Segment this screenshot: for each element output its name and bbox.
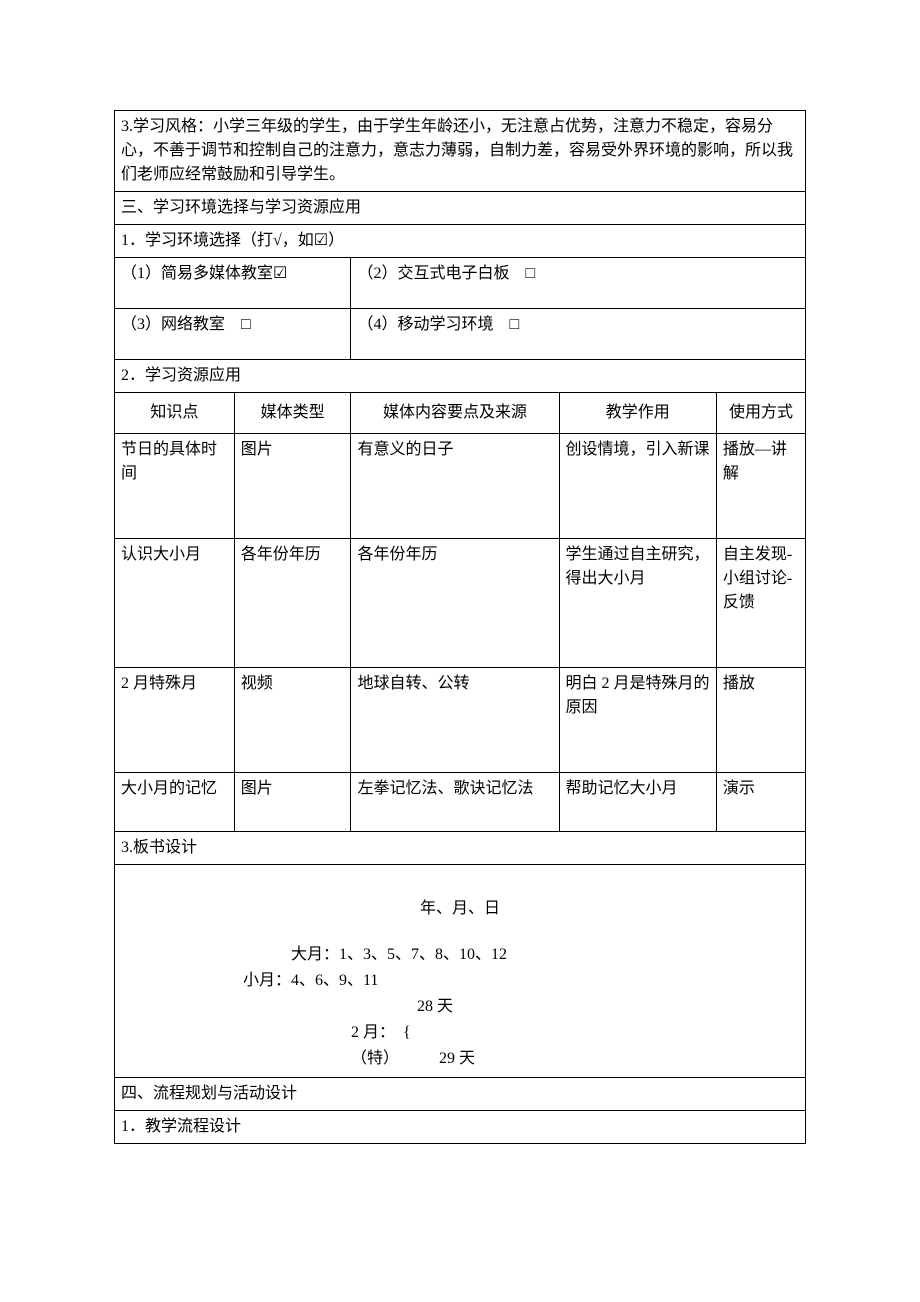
env-heading-row: 1．学习环境选择（打√，如☑） — [115, 225, 806, 258]
resource-cell: 播放—讲解 — [716, 434, 805, 539]
resource-cell: 图片 — [234, 773, 351, 832]
board-title: 年、月、日 — [121, 897, 799, 921]
resource-cell: 节日的具体时间 — [115, 434, 235, 539]
resource-cell: 演示 — [716, 773, 805, 832]
board-heading: 3.板书设计 — [115, 832, 806, 865]
document-page: 3.学习风格：小学三年级的学生，由于学生年龄还小，无注意占优势，注意力不稳定，容… — [0, 0, 920, 1302]
section4-title: 四、流程规划与活动设计 — [115, 1078, 806, 1111]
env-heading: 1．学习环境选择（打√，如☑） — [115, 225, 806, 258]
resource-cell: 自主发现‐小组讨论‐反馈 — [716, 539, 805, 668]
env-options-row-1: （1）简易多媒体教室☑ （2）交互式电子白板 □ — [115, 258, 806, 309]
resource-cell: 播放 — [716, 668, 805, 773]
resource-cell: 认识大小月 — [115, 539, 235, 668]
env-options-row-2: （3）网络教室 □ （4）移动学习环境 □ — [115, 309, 806, 360]
resource-row-3: 大小月的记忆 图片 左拳记忆法、歌诀记忆法 帮助记忆大小月 演示 — [115, 773, 806, 832]
board-days-29: （特） 29 天 — [121, 1047, 799, 1071]
board-days-28: 28 天 — [121, 995, 799, 1019]
intro-row: 3.学习风格：小学三年级的学生，由于学生年龄还小，无注意占优势，注意力不稳定，容… — [115, 111, 806, 192]
col-header-1: 知识点 — [115, 393, 235, 434]
resource-cell: 图片 — [234, 434, 351, 539]
resource-cell: 明白 2 月是特殊月的原因 — [559, 668, 716, 773]
resource-cell: 左拳记忆法、歌诀记忆法 — [351, 773, 559, 832]
section3-title-row: 三、学习环境选择与学习资源应用 — [115, 192, 806, 225]
resource-row-2: 2 月特殊月 视频 地球自转、公转 明白 2 月是特殊月的原因 播放 — [115, 668, 806, 773]
board-design-row: 年、月、日 大月：1、3、5、7、8、10、12 小月：4、6、9、11 28 … — [115, 865, 806, 1078]
resource-cell: 各年份年历 — [234, 539, 351, 668]
resource-cell: 2 月特殊月 — [115, 668, 235, 773]
resource-cell: 大小月的记忆 — [115, 773, 235, 832]
resource-cell: 创设情境，引入新课 — [559, 434, 716, 539]
col-header-2: 媒体类型 — [234, 393, 351, 434]
resource-row-0: 节日的具体时间 图片 有意义的日子 创设情境，引入新课 播放—讲解 — [115, 434, 806, 539]
board-february: 2 月： { — [121, 1021, 799, 1045]
resources-heading: 2．学习资源应用 — [115, 360, 806, 393]
resource-cell: 地球自转、公转 — [351, 668, 559, 773]
lesson-plan-table: 3.学习风格：小学三年级的学生，由于学生年龄还小，无注意占优势，注意力不稳定，容… — [114, 110, 806, 1144]
env-option-3: （3）网络教室 □ — [115, 309, 351, 360]
resource-cell: 视频 — [234, 668, 351, 773]
resource-cell: 学生通过自主研究，得出大小月 — [559, 539, 716, 668]
flow-heading-row: 1．教学流程设计 — [115, 1111, 806, 1144]
intro-text: 3.学习风格：小学三年级的学生，由于学生年龄还小，无注意占优势，注意力不稳定，容… — [115, 111, 806, 192]
board-small-months: 小月：4、6、9、11 — [121, 969, 799, 993]
env-option-2: （2）交互式电子白板 □ — [351, 258, 806, 309]
resource-cell: 各年份年历 — [351, 539, 559, 668]
resources-heading-row: 2．学习资源应用 — [115, 360, 806, 393]
env-option-4: （4）移动学习环境 □ — [351, 309, 806, 360]
section4-title-row: 四、流程规划与活动设计 — [115, 1078, 806, 1111]
resource-cell: 帮助记忆大小月 — [559, 773, 716, 832]
col-header-3: 媒体内容要点及来源 — [351, 393, 559, 434]
resource-row-1: 认识大小月 各年份年历 各年份年历 学生通过自主研究，得出大小月 自主发现‐小组… — [115, 539, 806, 668]
col-header-5: 使用方式 — [716, 393, 805, 434]
board-design-cell: 年、月、日 大月：1、3、5、7、8、10、12 小月：4、6、9、11 28 … — [115, 865, 806, 1078]
board-heading-row: 3.板书设计 — [115, 832, 806, 865]
section3-title: 三、学习环境选择与学习资源应用 — [115, 192, 806, 225]
env-option-1: （1）简易多媒体教室☑ — [115, 258, 351, 309]
board-big-months: 大月：1、3、5、7、8、10、12 — [121, 943, 799, 967]
flow-heading: 1．教学流程设计 — [115, 1111, 806, 1144]
resource-cell: 有意义的日子 — [351, 434, 559, 539]
resources-header-row: 知识点 媒体类型 媒体内容要点及来源 教学作用 使用方式 — [115, 393, 806, 434]
col-header-4: 教学作用 — [559, 393, 716, 434]
